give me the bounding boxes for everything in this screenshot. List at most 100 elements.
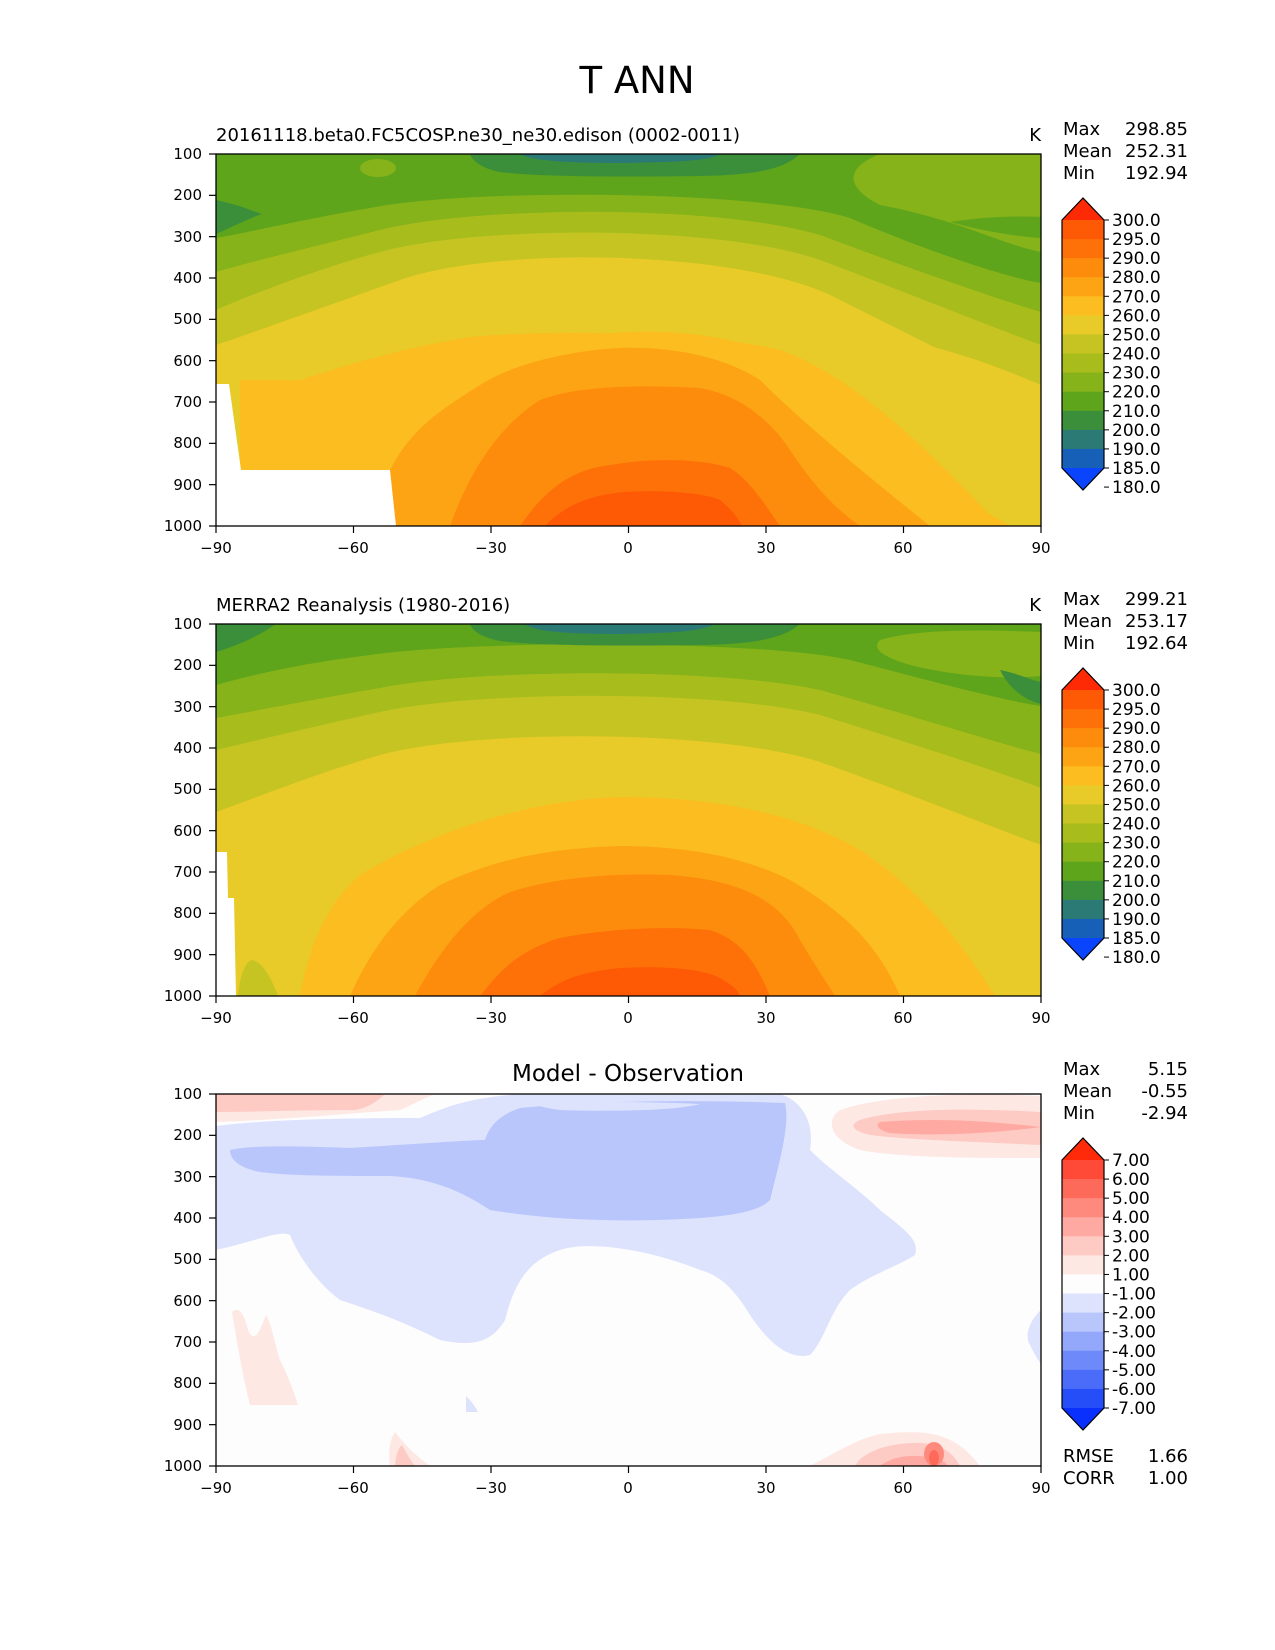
colorbar-label: 210.0 xyxy=(1112,872,1161,892)
colorbar-swatch xyxy=(1062,1293,1104,1314)
y-axis-difference: 100 200 300 400 500 600 700 800 900 1000 xyxy=(164,1085,216,1475)
stat-value: 5.15 xyxy=(1148,1059,1188,1080)
x-tick-label: 0 xyxy=(623,1479,633,1497)
colorbar-swatch xyxy=(1062,239,1104,259)
stat-value: 299.21 xyxy=(1125,589,1188,610)
colorbar-label: 6.00 xyxy=(1112,1170,1150,1190)
footer-stats-difference: RMSE 1.66 CORR 1.00 xyxy=(1063,1446,1188,1489)
x-tick-label: −90 xyxy=(200,1009,232,1027)
colorbar-label: 2.00 xyxy=(1112,1246,1150,1266)
colorbar-label: 190.0 xyxy=(1112,910,1161,930)
colorbar-label: 295.0 xyxy=(1112,230,1161,250)
plot-area-observation xyxy=(215,623,1042,997)
panel-title-difference: Model - Observation xyxy=(512,1061,744,1087)
colorbar-swatch xyxy=(1062,690,1104,710)
y-tick-label: 700 xyxy=(173,863,202,881)
colorbar-label: 185.0 xyxy=(1112,459,1161,479)
units-label-observation: K xyxy=(1029,595,1042,616)
corr-value: 1.00 xyxy=(1148,1468,1188,1489)
units-label-model: K xyxy=(1029,125,1042,146)
x-tick-label: 0 xyxy=(623,539,633,557)
colorbar-swatch xyxy=(1062,1217,1104,1237)
colorbar-label: 230.0 xyxy=(1112,834,1161,854)
y-tick-label: 200 xyxy=(173,1126,202,1144)
colorbar-label: 1.00 xyxy=(1112,1265,1150,1285)
y-tick-label: 500 xyxy=(173,780,202,798)
colorbar-label: 290.0 xyxy=(1112,719,1161,739)
y-tick-label: 100 xyxy=(173,1085,202,1103)
colorbar-label: 3.00 xyxy=(1112,1227,1150,1247)
colorbar-swatch xyxy=(1062,391,1104,412)
colorbar-swatch xyxy=(1062,410,1104,431)
colorbar-label: 260.0 xyxy=(1112,776,1161,796)
figure-title: T ANN xyxy=(578,59,694,102)
colorbar-swatch xyxy=(1062,766,1104,786)
y-tick-label: 100 xyxy=(173,615,202,633)
y-tick-label: 400 xyxy=(173,1209,202,1227)
y-tick-label: 900 xyxy=(173,1416,202,1434)
colorbar-swatch xyxy=(1062,334,1104,355)
colorbar-swatch xyxy=(1062,918,1104,939)
rmse-label: RMSE xyxy=(1063,1446,1114,1467)
y-tick-label: 400 xyxy=(173,269,202,287)
panel-title-model: 20161118.beta0.FC5COSP.ne30_ne30.edison … xyxy=(216,125,740,146)
colorbar-extend-max xyxy=(1062,198,1104,220)
colorbar-swatch xyxy=(1062,1179,1104,1199)
stat-label: Min xyxy=(1063,163,1095,184)
colorbar-model: 300.0295.0290.0280.0270.0260.0250.0240.0… xyxy=(1061,197,1161,498)
stat-value: -0.55 xyxy=(1141,1081,1188,1102)
stats-model: Max 298.85 Mean 252.31 Min 192.94 xyxy=(1063,119,1188,184)
y-tick-label: 400 xyxy=(173,739,202,757)
stats-observation: Max 299.21 Mean 253.17 Min 192.64 xyxy=(1063,589,1188,654)
colorbar-extend-max xyxy=(1062,668,1104,690)
y-tick-label: 500 xyxy=(173,310,202,328)
colorbar-label: 280.0 xyxy=(1112,738,1161,758)
x-tick-label: 0 xyxy=(623,1009,633,1027)
y-tick-label: 900 xyxy=(173,476,202,494)
colorbar-label: 240.0 xyxy=(1112,815,1161,835)
colorbar-swatch xyxy=(1062,1312,1104,1333)
x-tick-label: −60 xyxy=(337,539,369,557)
colorbar-swatch xyxy=(1062,861,1104,882)
colorbar-label: -3.00 xyxy=(1112,1323,1156,1343)
y-tick-label: 600 xyxy=(173,1292,202,1310)
y-tick-label: 700 xyxy=(173,1333,202,1351)
y-tick-label: 300 xyxy=(173,698,202,716)
colorbar-label: 5.00 xyxy=(1112,1189,1150,1209)
colorbar-label: -6.00 xyxy=(1112,1380,1156,1400)
y-tick-label: 900 xyxy=(173,946,202,964)
colorbar-label: 270.0 xyxy=(1112,287,1161,307)
y-tick-label: 200 xyxy=(173,186,202,204)
colorbar-label: 180.0 xyxy=(1112,478,1161,498)
y-tick-label: 600 xyxy=(173,822,202,840)
colorbar-label: -2.00 xyxy=(1112,1304,1156,1324)
colorbar-swatch xyxy=(1062,804,1104,825)
x-tick-label: −90 xyxy=(200,539,232,557)
colorbar-swatch xyxy=(1062,842,1104,863)
x-axis-difference: −90 −60 −30 0 30 60 90 xyxy=(200,1466,1051,1497)
colorbar-swatch xyxy=(1062,315,1104,335)
colorbar-swatch xyxy=(1062,1388,1104,1409)
y-tick-label: 300 xyxy=(173,228,202,246)
colorbar-swatch xyxy=(1062,1255,1104,1275)
colorbar-extend-min xyxy=(1062,1408,1104,1430)
colorbar-swatch xyxy=(1062,258,1104,278)
stat-value: -2.94 xyxy=(1141,1103,1188,1124)
colorbar-swatch xyxy=(1062,277,1104,297)
colorbar-label: 260.0 xyxy=(1112,306,1161,326)
colorbar-observation: 300.0295.0290.0280.0270.0260.0250.0240.0… xyxy=(1061,667,1161,968)
stat-label: Mean xyxy=(1063,1081,1112,1102)
colorbar-label: -7.00 xyxy=(1112,1399,1156,1419)
x-axis-observation: −90 −60 −30 0 30 60 90 xyxy=(200,996,1051,1027)
colorbar-label: 180.0 xyxy=(1112,948,1161,968)
corr-label: CORR xyxy=(1063,1468,1115,1489)
stat-value: 192.94 xyxy=(1125,163,1188,184)
colorbar-swatch xyxy=(1062,728,1104,748)
x-tick-label: 30 xyxy=(756,1479,775,1497)
y-tick-label: 600 xyxy=(173,352,202,370)
x-tick-label: −30 xyxy=(475,1009,507,1027)
stat-label: Min xyxy=(1063,1103,1095,1124)
stat-label: Mean xyxy=(1063,141,1112,162)
y-axis-observation: 100 200 300 400 500 600 700 800 900 1000 xyxy=(164,615,216,1005)
